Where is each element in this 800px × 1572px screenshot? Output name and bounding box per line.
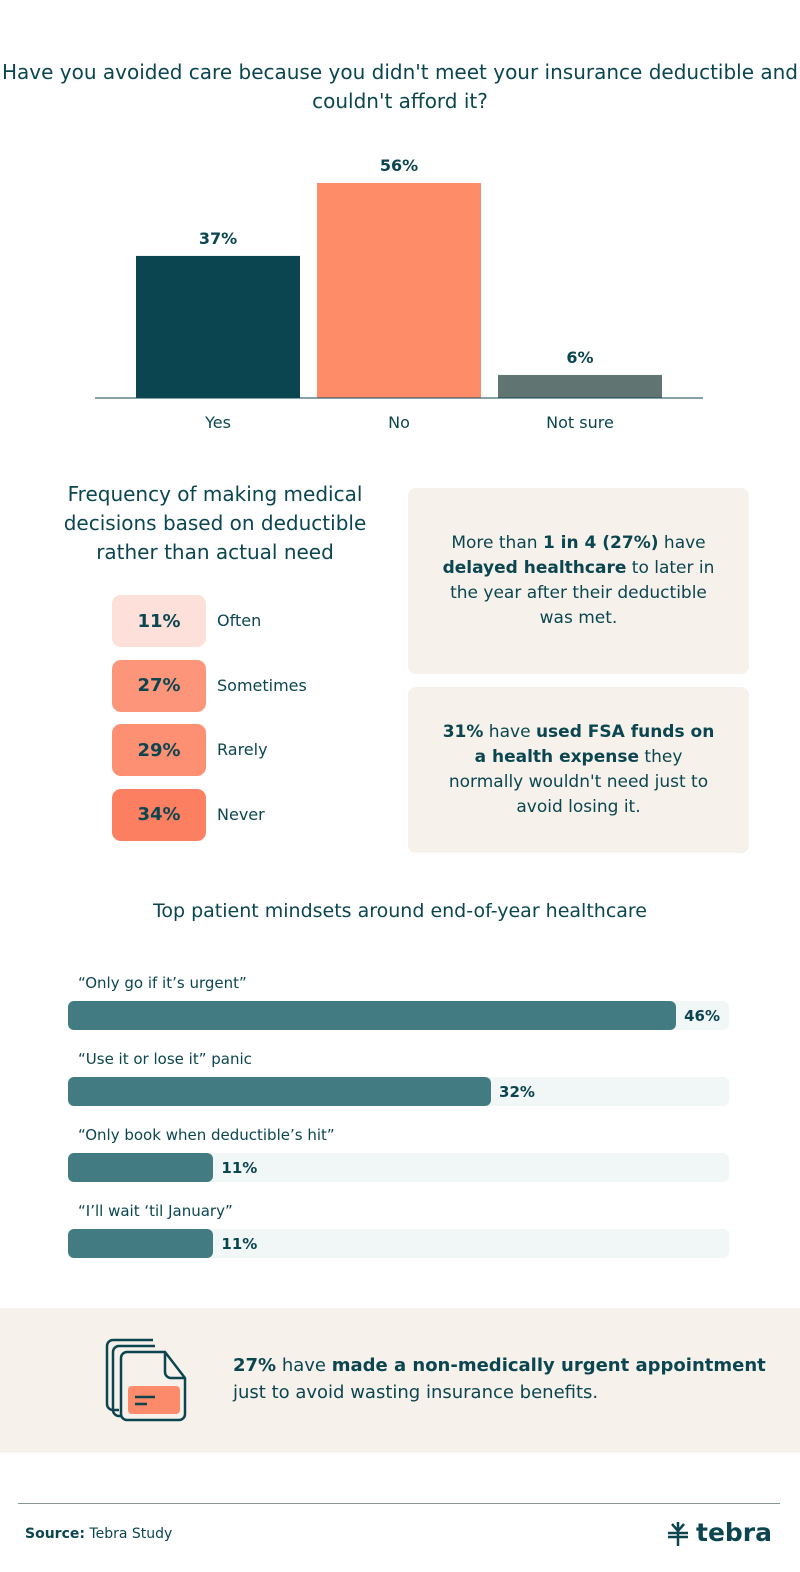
bar-value-label: 56%: [380, 156, 418, 175]
mindset-label: “Use it or lose it” panic: [78, 1050, 252, 1068]
frequency-title: Frequency of making medical decisions ba…: [63, 482, 367, 564]
mindset-value: 11%: [221, 1235, 258, 1253]
mindset-bar-track: 11%: [68, 1229, 729, 1258]
category-label: Not sure: [546, 413, 614, 432]
bar: [136, 255, 300, 398]
frequency-badge: 11%: [112, 595, 206, 647]
mindset-bar-track: 11%: [68, 1153, 729, 1182]
source: Source: Tebra Study: [25, 1526, 173, 1542]
bar-value-label: 6%: [566, 348, 593, 367]
frequency-label: Never: [217, 804, 265, 824]
frequency-badge: 27%: [112, 659, 206, 712]
mindsets-title: Top patient mindsets around end-of-year …: [152, 900, 647, 922]
bar: [498, 374, 662, 398]
mindset-bar: [68, 1077, 492, 1106]
frequency-label: Often: [217, 611, 262, 630]
mindset-value: 46%: [684, 1007, 721, 1025]
mindset-bar-track: 46%: [68, 1001, 729, 1030]
frequency-badge: 29%: [112, 724, 206, 776]
tebra-logo: tebra: [666, 1518, 772, 1547]
tebra-logo-icon: [668, 1521, 688, 1546]
mindset-value: 32%: [499, 1083, 535, 1101]
chart-title: Have you avoided care because you didn't…: [1, 60, 799, 113]
stat-card-fsa: 31% have used FSA funds on a health expe…: [408, 687, 749, 853]
bar-value-label: 37%: [199, 229, 237, 248]
category-label: No: [388, 413, 410, 432]
mindset-label: “Only book when deductible’s hit”: [78, 1126, 335, 1144]
frequency-label: Rarely: [217, 740, 268, 759]
documents-icon: [105, 1338, 187, 1422]
stat-card-delayed: More than 1 in 4 (27%) have delayed heal…: [408, 488, 749, 674]
frequency-badge: 34%: [112, 788, 206, 841]
mindset-label: “I’ll wait ‘til January”: [78, 1202, 233, 1220]
mindset-bar-track: 32%: [68, 1077, 729, 1106]
mindset-bar: [68, 1229, 214, 1258]
mindset-label: “Only go if it’s urgent”: [78, 974, 247, 992]
mindset-bar: [68, 1001, 677, 1030]
category-label: Yes: [204, 413, 231, 432]
bar: [317, 182, 481, 398]
mindset-value: 11%: [221, 1159, 258, 1177]
avoided-care-bar-chart: 37% Yes 56% No 6% Not sure: [95, 156, 703, 432]
divider: [18, 1503, 780, 1504]
banner-text: 27% have made a non-medically urgent app…: [233, 1355, 766, 1403]
mindset-bar: [68, 1153, 214, 1182]
frequency-label: Sometimes: [217, 675, 307, 695]
